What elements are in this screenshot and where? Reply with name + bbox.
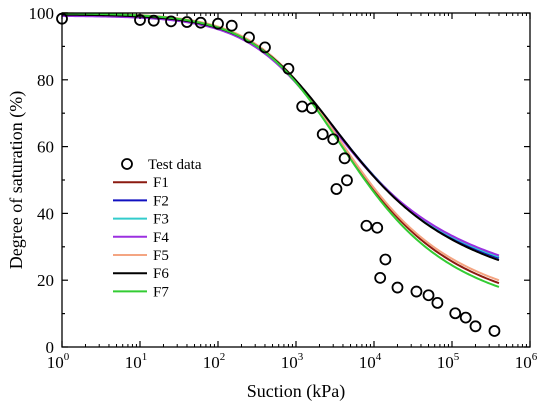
y-axis-title: Degree of saturation (%) <box>6 91 27 269</box>
test-data-point <box>410 285 423 298</box>
x-tick-label: 102 <box>203 351 226 372</box>
legend-label-test-data: Test data <box>148 157 202 173</box>
curve-f5 <box>61 12 500 282</box>
test-data-point <box>194 16 207 29</box>
test-data-point <box>181 16 193 28</box>
curve-f7 <box>61 12 500 288</box>
legend-label-f7: F7 <box>153 284 169 300</box>
x-tick-label: 101 <box>125 351 148 372</box>
test-data-point <box>360 219 373 232</box>
test-data-point <box>374 271 387 284</box>
axis-ticks <box>61 12 531 348</box>
legend-label-f5: F5 <box>153 248 169 264</box>
test-data-point <box>306 102 318 115</box>
curve-f6 <box>61 13 500 262</box>
test-data-point <box>488 325 501 337</box>
test-data-point <box>147 14 160 27</box>
legend-label-f4: F4 <box>153 230 169 246</box>
test-data-point <box>431 297 444 309</box>
legend-label-f1: F1 <box>153 175 169 191</box>
x-tick-label: 103 <box>281 351 304 372</box>
y-tick-label: 0 <box>46 338 55 357</box>
test-data-point <box>296 100 309 113</box>
test-data-point <box>469 320 482 333</box>
test-data-point <box>327 133 340 146</box>
legend-label-f3: F3 <box>153 212 169 228</box>
curve-f2 <box>61 13 500 260</box>
y-tick-label: 60 <box>37 138 54 157</box>
plot-frame <box>61 12 531 348</box>
test-data-point <box>341 174 353 187</box>
test-data-point <box>259 41 271 54</box>
test-data-point <box>338 152 351 165</box>
curve-f3 <box>61 14 500 258</box>
legend: Test data F1 F2 F3 F4 F5 F6 F7 <box>113 157 202 300</box>
x-tick-label: 104 <box>359 351 382 372</box>
test-data-point <box>459 311 472 324</box>
legend-label-f6: F6 <box>153 266 169 282</box>
test-data-point <box>282 62 295 75</box>
test-data-point <box>379 253 392 266</box>
y-tick-label: 80 <box>37 71 54 90</box>
test-data-point <box>316 128 329 141</box>
x-tick-label: 106 <box>515 351 538 372</box>
x-axis-title: Suction (kPa) <box>247 381 346 402</box>
legend-label-f2: F2 <box>153 193 169 209</box>
test-data-points <box>56 12 501 337</box>
test-data-point <box>391 281 404 294</box>
y-tick-label: 20 <box>37 271 54 290</box>
legend-marker-test-data <box>121 158 133 170</box>
test-data-point <box>225 19 238 32</box>
x-tick-label: 105 <box>437 351 460 372</box>
test-data-point <box>243 31 255 44</box>
x-tick-labels: 100 101 102 103 104 105 106 <box>47 351 538 372</box>
test-data-point <box>449 307 462 320</box>
test-data-point <box>371 221 384 234</box>
y-tick-label: 40 <box>37 204 54 223</box>
y-tick-label: 100 <box>29 4 55 23</box>
test-data-point <box>165 15 177 28</box>
x-tick-label: 100 <box>47 351 70 372</box>
fitted-curves <box>61 12 500 288</box>
y-tick-labels: 0 20 40 60 80 100 <box>29 4 55 357</box>
test-data-point <box>422 289 435 302</box>
curve-f1 <box>61 12 500 285</box>
test-data-point <box>330 183 343 195</box>
